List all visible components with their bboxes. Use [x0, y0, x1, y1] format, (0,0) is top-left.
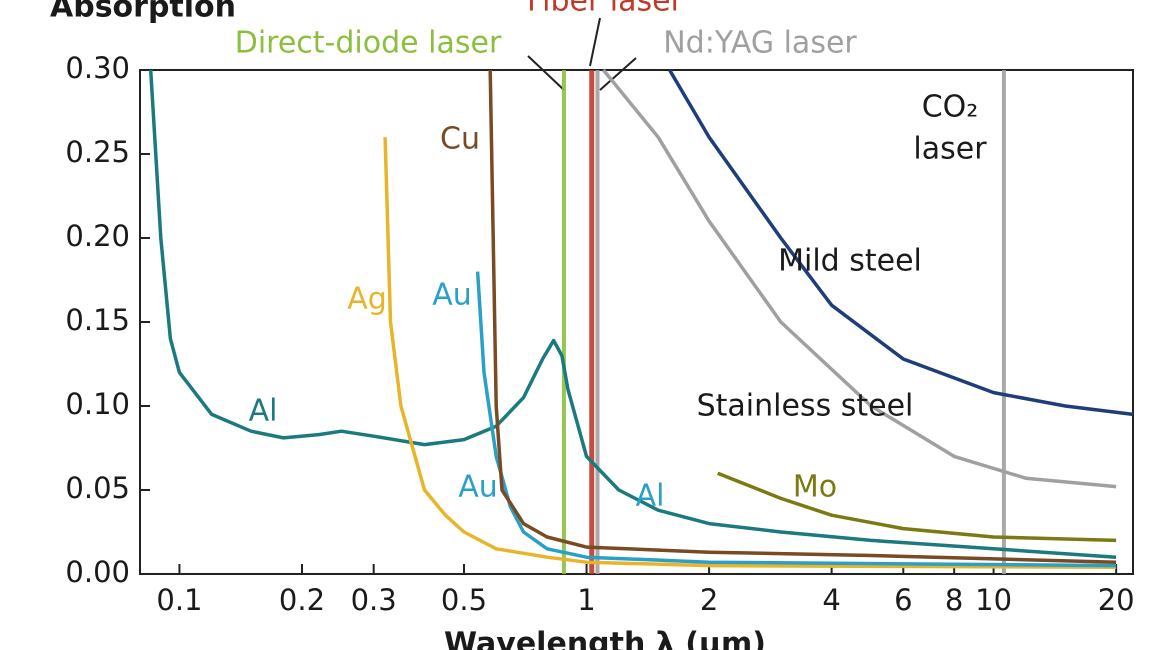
y-tick-label: 0.30	[65, 51, 130, 85]
x-axis-label: Wavelength λ (μm)	[444, 627, 766, 650]
x-tick-label: 2	[700, 583, 718, 617]
laser-label: Direct-diode laser	[235, 26, 502, 61]
leader-line	[527, 55, 565, 91]
x-tick-label: 0.3	[351, 583, 397, 617]
y-tick-label: 0.15	[65, 303, 130, 337]
series-line	[475, 271, 1117, 568]
x-tick-label: 6	[894, 583, 912, 617]
series-label: Ag	[347, 282, 387, 317]
x-tick-label: 0.1	[156, 583, 202, 617]
x-tick-label: 0.5	[441, 583, 487, 617]
curve-label: Au	[458, 470, 498, 505]
series-line	[488, 69, 1117, 564]
series-line	[717, 471, 1117, 543]
leader-line	[589, 17, 601, 67]
series-label: Mo	[793, 470, 837, 505]
series-line	[668, 69, 1134, 417]
series-label: Stainless steel	[697, 389, 914, 424]
laser-label: Nd:YAG laser	[663, 26, 857, 61]
y-tick-label: 0.05	[65, 471, 130, 505]
series-line	[383, 137, 1117, 570]
laser-label: laser	[913, 132, 987, 167]
y-tick-label: 0.20	[65, 219, 130, 253]
x-tick-label: 20	[1098, 583, 1135, 617]
x-tick-label: 8	[945, 583, 963, 617]
x-tick-label: 0.2	[279, 583, 325, 617]
series-label: Mild steel	[778, 244, 922, 279]
x-tick-label: 10	[975, 583, 1012, 617]
series-line	[148, 69, 1117, 559]
y-tick-label: 0.25	[65, 135, 130, 169]
series-label: Al	[249, 394, 278, 429]
series-line	[602, 68, 1117, 489]
series-label: Cu	[440, 122, 480, 157]
laser-label: Fiber laser	[527, 0, 684, 19]
x-tick-label: 4	[822, 583, 840, 617]
y-tick-label: 0.10	[65, 387, 130, 421]
series-label: Au	[432, 278, 472, 313]
laser-label: CO₂	[922, 90, 979, 125]
x-tick-label: 1	[577, 583, 595, 617]
chart-title: Absorption	[50, 0, 236, 25]
leader-line	[599, 57, 637, 91]
y-tick-label: 0.00	[65, 555, 130, 589]
curve-label: Al	[636, 479, 665, 514]
